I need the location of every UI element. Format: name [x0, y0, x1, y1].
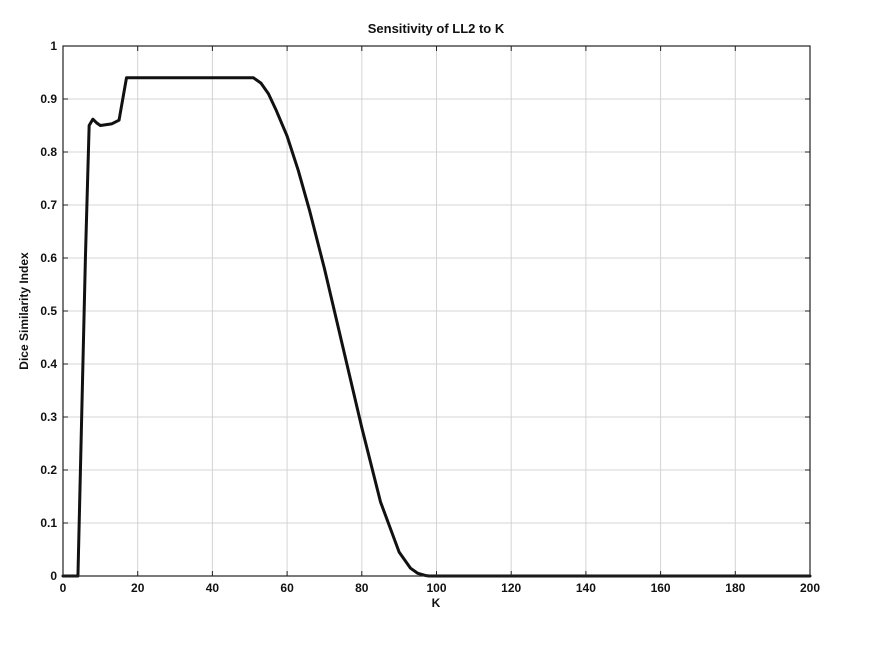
data-point — [259, 81, 263, 85]
grid-layer — [62, 45, 811, 577]
data-point — [117, 119, 121, 122]
data-point — [274, 108, 278, 111]
data-point — [110, 122, 113, 126]
y-tick-label: 0 — [50, 569, 57, 583]
data-point — [91, 117, 95, 121]
x-tick-label: 180 — [725, 581, 745, 595]
y-tick-labels: 0 0.1 0.2 0.3 0.4 0.5 0.6 0.7 0.8 0.9 1 — [40, 39, 57, 583]
data-point — [252, 76, 255, 80]
x-tick-label: 160 — [651, 581, 671, 595]
x-tick-label: 100 — [426, 581, 446, 595]
data-point — [341, 346, 345, 350]
y-tick-label: 0.6 — [40, 251, 57, 265]
x-tick-label: 0 — [60, 581, 67, 595]
data-point — [99, 124, 102, 127]
x-tick-label: 40 — [206, 581, 220, 595]
x-axis-title: K — [432, 596, 441, 610]
x-tick-label: 120 — [501, 581, 521, 595]
data-point — [84, 256, 87, 260]
x-tick-label: 20 — [131, 581, 145, 595]
x-tick-label: 140 — [576, 581, 596, 595]
x-tick-labels: 0 20 40 60 80 100 120 140 160 180 200 — [60, 581, 821, 595]
data-point — [323, 267, 326, 270]
data-point — [308, 209, 311, 212]
data-point — [379, 500, 382, 503]
y-tick-label: 0.1 — [40, 516, 57, 530]
x-tick-label: 200 — [800, 581, 820, 595]
x-tick-label: 60 — [280, 581, 294, 595]
data-point — [409, 566, 412, 570]
data-point — [285, 134, 289, 138]
x-tick-label: 80 — [355, 581, 369, 595]
data-point — [397, 550, 401, 554]
data-point — [125, 76, 128, 80]
y-tick-label: 0.2 — [40, 463, 57, 477]
data-point — [267, 92, 270, 95]
ticks-layer — [62, 45, 811, 577]
data-point — [416, 572, 420, 575]
data-point — [211, 76, 214, 80]
y-tick-label: 0.9 — [40, 92, 57, 106]
chart-title: Sensitivity of LL2 to K — [368, 21, 505, 36]
y-tick-label: 1 — [50, 39, 57, 53]
data-point — [87, 124, 91, 127]
y-tick-label: 0.5 — [40, 304, 57, 318]
y-tick-label: 0.3 — [40, 410, 57, 424]
data-point — [173, 76, 177, 80]
data-point — [248, 76, 251, 80]
data-point — [297, 169, 300, 172]
data-point — [360, 426, 363, 429]
data-point — [95, 121, 98, 125]
data-point — [136, 76, 139, 80]
y-tick-label: 0.8 — [40, 145, 57, 159]
y-axis-title: Dice Similarity Index — [17, 252, 31, 370]
data-point — [80, 415, 83, 419]
y-tick-label: 0.4 — [40, 357, 57, 371]
y-tick-label: 0.7 — [40, 198, 57, 212]
